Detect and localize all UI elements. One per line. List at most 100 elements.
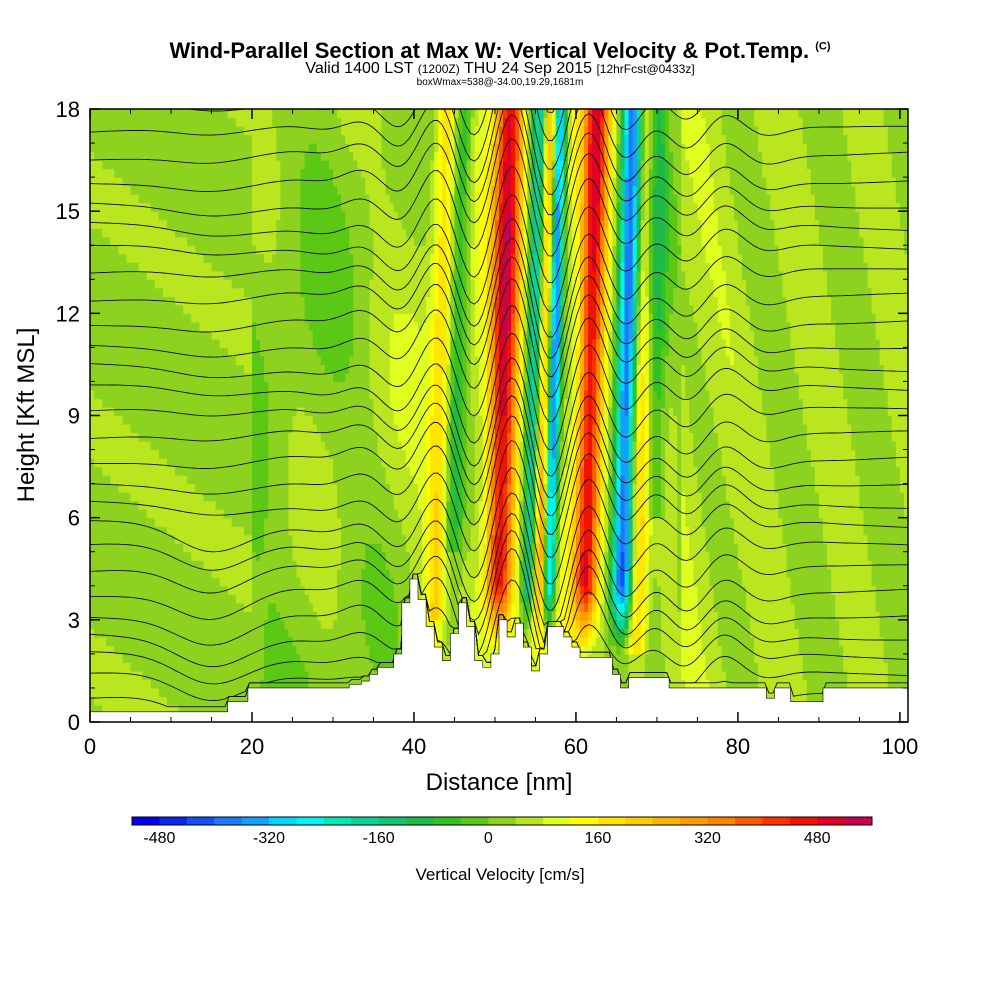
velocity-cell [547, 517, 553, 527]
velocity-cell [385, 177, 431, 187]
velocity-cell [571, 543, 577, 553]
velocity-cell [543, 134, 549, 144]
velocity-cell [592, 594, 597, 604]
velocity-cell [624, 270, 634, 280]
velocity-cell [567, 287, 573, 297]
velocity-cell [462, 500, 468, 510]
velocity-cell [486, 602, 492, 612]
velocity-cell [689, 398, 711, 408]
velocity-cell [430, 636, 439, 646]
velocity-cell [442, 185, 447, 195]
velocity-cell [620, 253, 626, 263]
velocity-cell [802, 415, 848, 425]
velocity-cell [636, 594, 646, 604]
velocity-cell [90, 619, 265, 629]
velocity-cell [519, 211, 524, 221]
velocity-cell [693, 577, 711, 587]
velocity-cell [636, 458, 646, 468]
velocity-cell [689, 415, 715, 425]
velocity-cell [660, 449, 666, 459]
velocity-cell [353, 338, 371, 348]
velocity-cell [648, 475, 654, 485]
velocity-cell [640, 211, 646, 221]
velocity-cell [798, 389, 844, 400]
velocity-cell [640, 245, 650, 255]
velocity-cell [746, 296, 788, 306]
velocity-cell [563, 109, 569, 119]
velocity-cell [442, 500, 447, 510]
velocity-cell [507, 441, 512, 451]
velocity-cell [328, 449, 379, 459]
velocity-cell [454, 296, 464, 306]
velocity-cell [612, 287, 618, 297]
velocity-cell [332, 475, 387, 485]
velocity-cell [499, 262, 504, 272]
velocity-cell [588, 287, 597, 297]
velocity-cell [563, 330, 569, 340]
velocity-cell [600, 483, 605, 493]
velocity-cell [575, 143, 581, 153]
velocity-cell [474, 585, 480, 595]
velocity-cell [442, 551, 447, 561]
velocity-cell [503, 321, 508, 331]
velocity-cell [608, 636, 618, 646]
velocity-cell [547, 594, 553, 604]
velocity-cell [486, 338, 492, 348]
velocity-cell [466, 441, 476, 451]
velocity-cell [608, 313, 613, 323]
velocity-cell [474, 577, 480, 587]
velocity-cell [539, 347, 545, 357]
velocity-cell [588, 347, 593, 357]
velocity-cell [535, 194, 541, 204]
velocity-cell [454, 151, 460, 161]
velocity-cell [438, 117, 443, 127]
velocity-cell [515, 372, 520, 383]
velocity-cell [632, 534, 638, 544]
velocity-cell [579, 458, 585, 468]
velocity-cell [596, 211, 601, 221]
velocity-cell [648, 168, 654, 178]
velocity-cell [519, 500, 524, 510]
velocity-cell [547, 543, 553, 553]
velocity-cell [584, 517, 593, 527]
velocity-cell [628, 109, 634, 119]
velocity-cell [612, 500, 618, 510]
velocity-cell [478, 389, 484, 400]
velocity-cell [426, 441, 431, 451]
velocity-cell [620, 304, 626, 314]
velocity-cell [486, 355, 492, 366]
velocity-cell [551, 168, 557, 178]
velocity-cell [547, 381, 553, 391]
velocity-cell [426, 492, 431, 502]
velocity-cell [575, 594, 581, 604]
velocity-cell [571, 551, 577, 561]
velocity-cell [571, 287, 577, 297]
velocity-cell [446, 355, 452, 366]
velocity-cell [628, 475, 634, 485]
velocity-cell [478, 602, 484, 612]
x-tick-label: 60 [564, 734, 588, 759]
velocity-cell [438, 619, 443, 629]
velocity-cell [535, 568, 545, 578]
velocity-cell [442, 211, 447, 221]
velocity-cell [507, 543, 512, 553]
velocity-cell [640, 406, 646, 417]
velocity-cell [636, 296, 642, 306]
velocity-cell [588, 551, 593, 561]
velocity-cell [499, 492, 504, 502]
velocity-cell [608, 619, 613, 629]
velocity-cell [251, 560, 298, 570]
velocity-cell [660, 509, 666, 519]
velocity-cell [486, 270, 492, 280]
velocity-cell [175, 296, 253, 306]
velocity-cell [442, 594, 447, 604]
velocity-cell [369, 338, 391, 348]
velocity-cell [644, 475, 650, 485]
velocity-cell [434, 585, 439, 595]
theta-contour [90, 138, 908, 257]
velocity-cell [454, 398, 460, 408]
velocity-cell [681, 424, 690, 434]
velocity-cell [652, 475, 662, 485]
velocity-cell [515, 313, 520, 323]
velocity-cell [596, 534, 601, 544]
